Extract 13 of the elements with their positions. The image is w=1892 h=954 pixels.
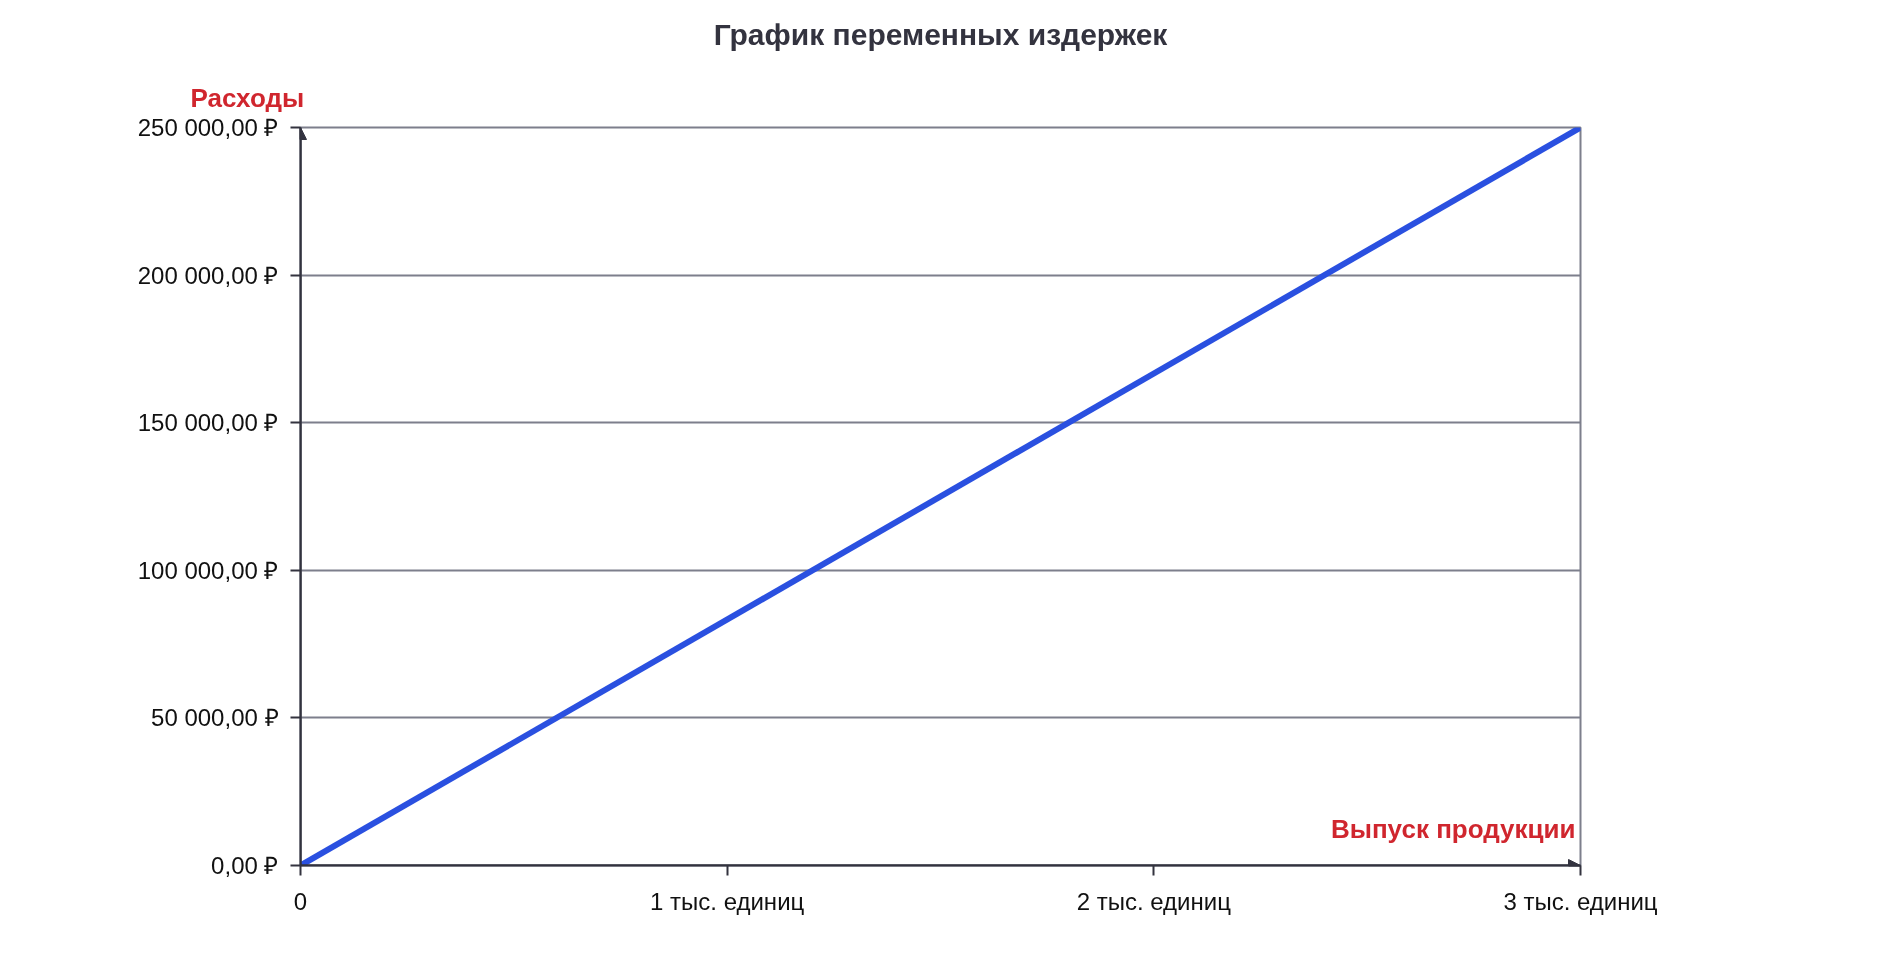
chart-title: График переменных издержек — [713, 17, 1169, 51]
y-tick-label: 200 000,00 ₽ — [137, 261, 279, 289]
y-tick-label: 0,00 ₽ — [211, 852, 279, 879]
y-tick-label: 50 000,00 ₽ — [151, 704, 279, 732]
x-tick-label: 2 тыс. единиц — [1076, 887, 1232, 915]
x-tick-label: 3 тыс. единиц — [1503, 887, 1658, 915]
x-tick-label: 0 — [293, 887, 308, 915]
x-tick-label: 1 тыс. единиц — [650, 887, 805, 915]
y-tick-label: 250 000,00 ₽ — [137, 114, 279, 141]
x-axis-title: Выпуск продукции — [1330, 813, 1576, 844]
y-axis-title: Расходы — [190, 82, 305, 113]
y-tick-label: 150 000,00 ₽ — [137, 409, 279, 437]
y-tick-label: 100 000,00 ₽ — [137, 556, 279, 584]
